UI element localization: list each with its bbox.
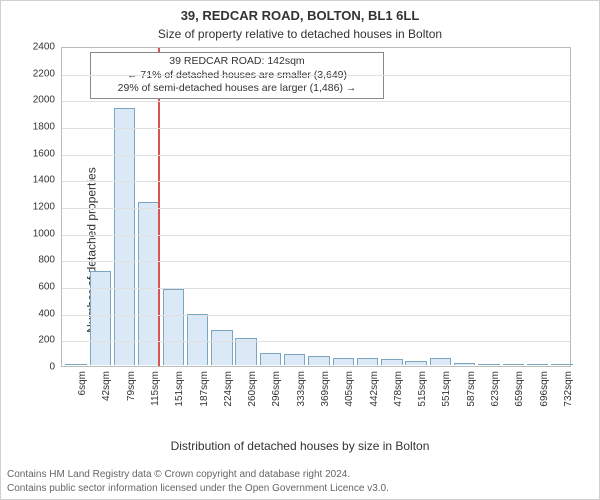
gridline xyxy=(62,155,570,156)
x-tick-label: 551sqm xyxy=(441,371,452,407)
y-tick-label: 1400 xyxy=(15,175,55,186)
x-tick-label: 442sqm xyxy=(369,371,380,407)
bar xyxy=(163,289,184,365)
x-tick-label: 6sqm xyxy=(77,371,88,395)
x-tick-label: 151sqm xyxy=(174,371,185,407)
bar xyxy=(551,364,572,365)
x-tick-label: 296sqm xyxy=(271,371,282,407)
y-tick-label: 1600 xyxy=(15,148,55,159)
bar xyxy=(114,108,135,365)
y-tick-label: 800 xyxy=(15,255,55,266)
x-tick-label: 42sqm xyxy=(101,371,112,401)
x-tick-label: 405sqm xyxy=(344,371,355,407)
x-tick-label: 732sqm xyxy=(563,371,574,407)
x-tick-label: 478sqm xyxy=(393,371,404,407)
y-tick-label: 1000 xyxy=(15,228,55,239)
bar xyxy=(381,359,402,365)
y-tick-label: 1200 xyxy=(15,202,55,213)
bar xyxy=(284,354,305,365)
y-tick-label: 2000 xyxy=(15,95,55,106)
bar xyxy=(430,358,451,365)
x-axis-label: Distribution of detached houses by size … xyxy=(1,439,599,453)
x-tick-label: 659sqm xyxy=(514,371,525,407)
annotation-line3: 29% of semi-detached houses are larger (… xyxy=(97,82,377,96)
gridline xyxy=(62,341,570,342)
bar xyxy=(65,364,86,365)
y-tick-label: 200 xyxy=(15,335,55,346)
bar xyxy=(211,330,232,365)
bar xyxy=(527,364,548,365)
x-tick-label: 623sqm xyxy=(490,371,501,407)
x-tick-label: 187sqm xyxy=(199,371,210,407)
bar xyxy=(405,361,426,365)
gridline xyxy=(62,181,570,182)
x-tick-label: 369sqm xyxy=(320,371,331,407)
bar xyxy=(187,314,208,365)
annotation-line1: 39 REDCAR ROAD: 142sqm xyxy=(97,55,377,69)
bar xyxy=(333,358,354,365)
gridline xyxy=(62,75,570,76)
bar xyxy=(454,363,475,365)
gridline xyxy=(62,208,570,209)
bar xyxy=(90,271,111,365)
plot-inner: 39 REDCAR ROAD: 142sqm ← 71% of detached… xyxy=(61,47,571,367)
bar xyxy=(478,364,499,365)
y-tick-label: 0 xyxy=(15,362,55,373)
footer: Contains HM Land Registry data © Crown c… xyxy=(7,468,593,495)
title-main: 39, REDCAR ROAD, BOLTON, BL1 6LL xyxy=(1,8,599,23)
title-sub: Size of property relative to detached ho… xyxy=(1,27,599,41)
gridline xyxy=(62,288,570,289)
y-tick-label: 1800 xyxy=(15,122,55,133)
y-tick-label: 600 xyxy=(15,282,55,293)
x-tick-label: 333sqm xyxy=(296,371,307,407)
x-tick-label: 515sqm xyxy=(417,371,428,407)
gridline xyxy=(62,235,570,236)
footer-line1: Contains HM Land Registry data © Crown c… xyxy=(7,468,593,482)
x-tick-label: 260sqm xyxy=(247,371,258,407)
plot-area: 39 REDCAR ROAD: 142sqm ← 71% of detached… xyxy=(61,47,571,407)
gridline xyxy=(62,261,570,262)
gridline xyxy=(62,315,570,316)
x-tick-label: 587sqm xyxy=(466,371,477,407)
bar xyxy=(260,353,281,365)
footer-line2: Contains public sector information licen… xyxy=(7,482,593,496)
chart-container: 39, REDCAR ROAD, BOLTON, BL1 6LL Size of… xyxy=(0,0,600,500)
bar xyxy=(357,358,378,365)
gridline xyxy=(62,101,570,102)
y-tick-label: 400 xyxy=(15,308,55,319)
x-tick-label: 79sqm xyxy=(126,371,137,401)
bar xyxy=(308,356,329,365)
x-tick-label: 224sqm xyxy=(223,371,234,407)
x-tick-label: 115sqm xyxy=(150,371,161,406)
x-tick-label: 696sqm xyxy=(539,371,550,407)
gridline xyxy=(62,128,570,129)
bar xyxy=(503,364,524,365)
y-tick-label: 2200 xyxy=(15,68,55,79)
y-tick-label: 2400 xyxy=(15,42,55,53)
